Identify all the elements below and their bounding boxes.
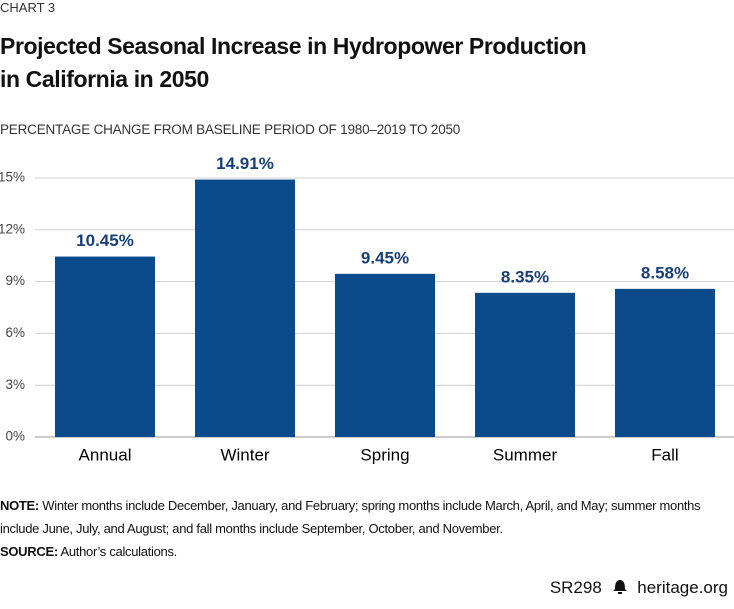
value-label: 9.45% bbox=[361, 248, 409, 267]
note-text: Winter months include December, January,… bbox=[0, 498, 701, 536]
title-line: in California in 2050 bbox=[0, 66, 209, 92]
source-text: Author’s calculations. bbox=[60, 544, 177, 559]
y-tick-label: 0% bbox=[5, 429, 25, 444]
y-tick-label: 9% bbox=[5, 273, 25, 288]
chart-title: Projected Seasonal Increase in Hydropowe… bbox=[0, 30, 587, 96]
chart: 0% 3% 6% 9% 12% 15% Annual 10.45% Winter 14.91% Sp… bbox=[0, 154, 734, 464]
value-label: 8.58% bbox=[641, 263, 689, 282]
source: SOURCE: Author’s calculations. bbox=[0, 540, 730, 563]
source-label: SOURCE: bbox=[0, 544, 58, 559]
x-tick-label: Winter bbox=[220, 445, 269, 464]
title-line: Projected Seasonal Increase in Hydropowe… bbox=[0, 33, 587, 59]
bar bbox=[475, 292, 575, 437]
report-id: SR298 bbox=[549, 578, 602, 597]
value-label: 8.35% bbox=[501, 267, 549, 286]
bar bbox=[55, 256, 155, 437]
value-label: 10.45% bbox=[76, 231, 134, 250]
value-label: 14.91% bbox=[216, 154, 274, 173]
y-tick-label: 12% bbox=[0, 221, 25, 236]
y-tick-label: 15% bbox=[0, 170, 25, 185]
y-tick-label: 6% bbox=[5, 325, 25, 340]
notes: NOTE: Winter months include December, Ja… bbox=[0, 494, 730, 563]
note: NOTE: Winter months include December, Ja… bbox=[0, 494, 730, 540]
x-tick-label: Summer bbox=[493, 445, 558, 464]
footer: SR298 heritage.org bbox=[550, 578, 728, 598]
x-tick-label: Spring bbox=[360, 445, 409, 464]
chart-subtitle: PERCENTAGE CHANGE FROM BASELINE PERIOD O… bbox=[0, 122, 461, 137]
site: heritage.org bbox=[637, 578, 728, 597]
note-label: NOTE: bbox=[0, 498, 39, 513]
bar bbox=[335, 273, 435, 437]
bell-icon bbox=[612, 580, 627, 594]
bar bbox=[195, 179, 295, 437]
x-tick-label: Fall bbox=[651, 445, 678, 464]
x-tick-label: Annual bbox=[79, 445, 132, 464]
bar bbox=[615, 288, 715, 437]
y-tick-label: 3% bbox=[5, 377, 25, 392]
chart-number: CHART 3 bbox=[0, 0, 56, 15]
